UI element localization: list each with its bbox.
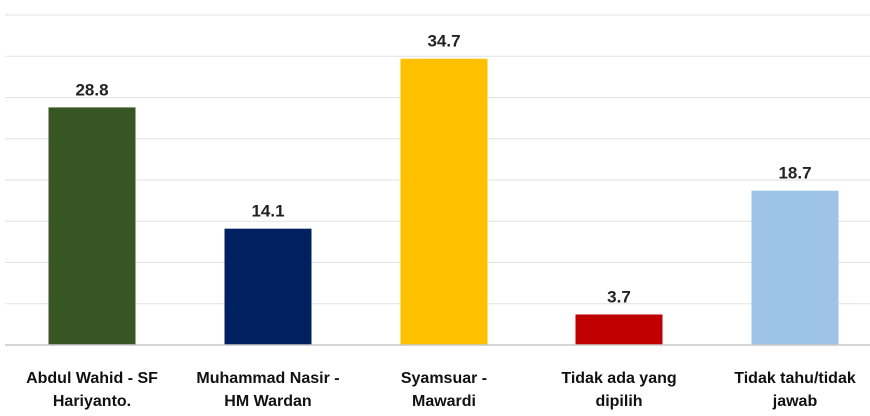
category-label: Syamsuar - [401,370,487,387]
category-labels: Abdul Wahid - SF Hariyanto. Muhammad Nasir… [26,370,856,410]
bar [400,58,488,345]
category-label: Tidak ada yang [561,370,676,387]
bar [48,107,136,346]
category-label: Tidak tahu/tidak [734,370,856,387]
data-label: 14.1 [251,202,284,221]
category-label: jawab [772,393,818,410]
bars [48,58,839,346]
data-label: 34.7 [427,32,460,51]
bar [751,190,839,345]
category-label: Muhammad Nasir - [196,370,339,387]
category-label: Hariyanto. [53,393,131,410]
category-label: Abdul Wahid - SF [26,370,158,387]
category-label: Mawardi [412,393,476,410]
data-label: 28.8 [75,80,108,99]
bar [575,314,663,345]
data-label: 3.7 [607,287,631,306]
data-label: 18.7 [778,164,811,183]
category-label: dipilih [595,393,642,410]
value-labels: 28.8 14.1 34.7 3.7 18.7 [75,32,811,307]
bar [224,228,312,345]
category-label: HM Wardan [224,393,311,410]
